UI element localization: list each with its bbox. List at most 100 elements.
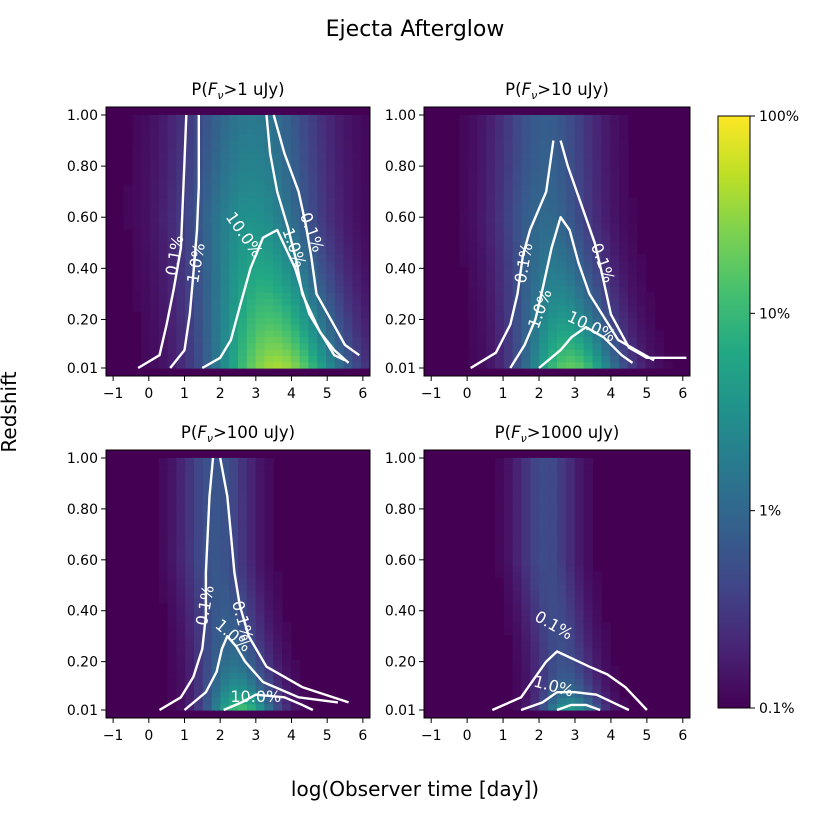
heatmap-cell [246,349,257,356]
heatmap-cell [255,311,265,318]
heatmap-cell [468,247,478,255]
heatmap-cell [167,190,177,198]
heatmap-cell [583,470,594,478]
heatmap-cell [229,615,239,623]
heatmap-cell [185,703,195,711]
heatmap-cell [229,115,239,122]
heatmap-cell [220,247,230,255]
heatmap-cell [326,165,336,173]
heatmap-cell [238,495,248,503]
heatmap-cell [352,184,362,192]
heatmap-cell [176,678,186,686]
heatmap-cell [574,133,585,141]
heatmap-cell [361,247,370,255]
heatmap-cell [548,298,558,306]
heatmap-cell [521,615,531,623]
heatmap-cell [334,216,345,224]
heatmap-cell [521,146,531,154]
heatmap-cell [246,171,257,179]
heatmap-cell [521,203,531,211]
heatmap-cell [185,203,195,211]
heatmap-cell [574,285,585,293]
heatmap-cell [530,241,540,249]
heatmap-cell [486,190,496,198]
heatmap-cell [557,691,567,698]
heatmap-cell [282,184,292,192]
heatmap-cell [503,489,514,497]
heatmap-cell [194,609,204,617]
colorbar-tick-label: 100% [759,109,799,125]
heatmap-cell [326,260,336,268]
heatmap-cell [167,209,177,217]
heatmap-cell [202,621,213,629]
heatmap-cell [610,672,620,680]
heatmap-cell [468,203,478,211]
heatmap-cell [619,330,629,337]
heatmap-cell [202,254,213,262]
heatmap-cell [619,279,629,287]
heatmap-cell [211,546,221,554]
heatmap-cell [185,476,195,484]
heatmap-cell [176,140,186,148]
heatmap-cell [141,209,151,217]
heatmap-cell [503,628,514,635]
heatmap-cell [185,672,195,680]
heatmap-cell [185,684,195,692]
heatmap-cell [601,216,611,224]
heatmap-cell [290,323,301,331]
heatmap-cell [211,552,221,560]
heatmap-cell [477,209,487,217]
heatmap-cell [202,502,213,509]
heatmap-cell [211,140,221,148]
heatmap-cell [255,621,265,629]
heatmap-cell [343,203,353,211]
heatmap-cell [150,298,160,306]
heatmap-cell [132,178,142,186]
heatmap-cell [521,539,531,547]
heatmap-cell [565,634,576,642]
heatmap-cell [255,146,265,154]
heatmap-cell [246,659,257,667]
heatmap-cell [557,298,567,306]
heatmap-cell [255,521,265,528]
heatmap-cell [557,178,567,186]
heatmap-cell [352,171,362,179]
heatmap-cell [636,355,647,363]
heatmap-cell [220,514,230,522]
heatmap-cell [574,552,585,560]
heatmap-cell [503,133,514,141]
heatmap-cell [290,209,301,217]
heatmap-cell [468,292,478,300]
heatmap-cell [574,304,585,312]
heatmap-cell [246,508,257,516]
heatmap-cell [486,115,496,122]
heatmap-cell [167,691,177,698]
heatmap-cell [503,514,514,522]
heatmap-cell [246,121,257,129]
heatmap-cell [176,317,186,325]
heatmap-cell [167,241,177,249]
heatmap-cell [202,159,213,167]
heatmap-cell [334,361,345,369]
heatmap-cell [220,703,230,711]
heatmap-cell [539,514,549,522]
heatmap-cell [486,342,496,350]
heatmap-cell [132,216,142,224]
heatmap-cell [512,628,523,635]
heatmap-cell [255,165,265,173]
heatmap-cell [220,323,230,331]
heatmap-cell [202,355,213,363]
heatmap-cell [194,323,204,331]
heatmap-cell [574,558,585,566]
heatmap-cell [264,285,274,293]
heatmap-cell [202,285,213,293]
heatmap-cell [468,146,478,154]
heatmap-cell [548,565,558,572]
heatmap-cell [255,355,265,363]
heatmap-cell [194,621,204,629]
heatmap-cell [238,527,248,535]
heatmap-cell [592,197,602,205]
heatmap-cell [334,184,345,192]
heatmap-cell [211,254,221,262]
heatmap-cell [167,266,177,274]
